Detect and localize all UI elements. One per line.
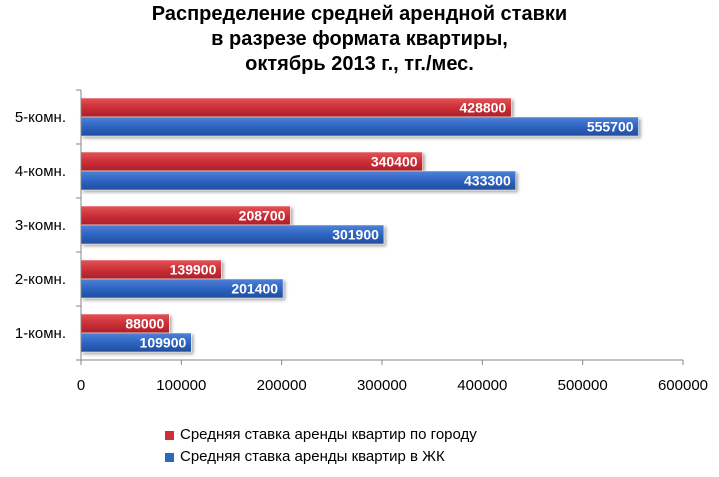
x-tick-label: 100000: [156, 377, 206, 394]
data-label: 139900: [170, 262, 217, 278]
chart-title-line: в разрезе формата квартиры,: [211, 28, 508, 50]
category-label: 1-комн.: [15, 325, 66, 342]
category-label: 5-комн.: [15, 109, 66, 126]
data-label: 433300: [464, 173, 511, 189]
x-tick-label: 0: [77, 377, 85, 394]
data-label: 428800: [460, 100, 507, 116]
data-label: 201400: [231, 281, 278, 297]
category-label: 4-комн.: [15, 163, 66, 180]
data-label: 340400: [371, 154, 418, 170]
bar: [80, 116, 639, 137]
bar: [80, 97, 512, 118]
legend: Средняя ставка аренды квартир по городу …: [165, 424, 477, 468]
data-label: 555700: [587, 119, 634, 135]
data-label: 301900: [332, 227, 379, 243]
bar-chart: 88000 109900 1-комн. 139900 201400 2-комн. 208…: [15, 89, 708, 394]
x-tick-label: 200000: [257, 377, 307, 394]
data-label: 88000: [125, 316, 164, 332]
legend-label: Средняя ставка аренды квартир в ЖК: [180, 448, 445, 465]
x-tick-label: 300000: [357, 377, 407, 394]
category-label: 3-комн.: [15, 217, 66, 234]
legend-item: Средняя ставка аренды квартир в ЖК: [165, 446, 477, 468]
data-label: 208700: [239, 208, 286, 224]
chart-title-line: октябрь 2013 г., тг./мес.: [245, 53, 474, 75]
legend-item: Средняя ставка аренды квартир по городу: [165, 424, 477, 446]
data-label: 109900: [140, 335, 187, 351]
x-tick-label: 600000: [658, 377, 708, 394]
legend-swatch: [165, 452, 174, 462]
legend-swatch: [165, 430, 174, 440]
chart-title-line: Распределение средней арендной ставки: [151, 3, 568, 25]
x-tick-label: 500000: [558, 377, 608, 394]
bar: [80, 170, 516, 191]
category-label: 2-комн.: [15, 271, 66, 288]
x-tick-label: 400000: [457, 377, 507, 394]
legend-label: Средняя ставка аренды квартир по городу: [180, 426, 477, 443]
chart-title: Распределение средней арендной ставки в …: [0, 2, 719, 77]
